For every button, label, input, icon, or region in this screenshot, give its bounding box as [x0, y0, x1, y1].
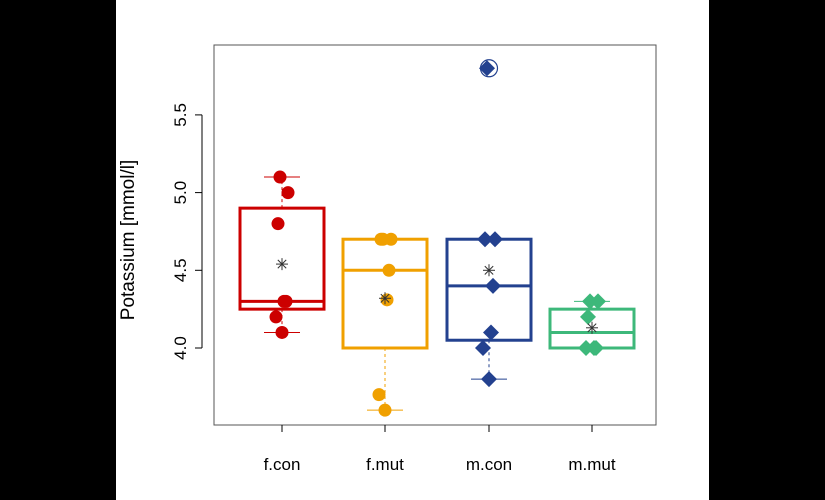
data-point: [372, 388, 386, 402]
data-point: [590, 293, 606, 310]
y-tick-label: 4.5: [171, 258, 190, 282]
data-point: [483, 324, 499, 341]
box-group-f.mut: [341, 232, 429, 417]
box-groups: [238, 59, 636, 417]
data-point: [578, 340, 594, 356]
y-axis: 4.0 4.5 5.0 5.5: [171, 103, 203, 360]
mean-marker: [276, 258, 288, 271]
data-point: [281, 186, 295, 200]
y-tick-label: 5.0: [171, 181, 190, 205]
data-point: [374, 232, 388, 246]
x-tick-label: m.mut: [568, 455, 616, 474]
box-group-m.con: [445, 60, 533, 388]
boxplot-chart: 4.0 4.5 5.0 5.5 f.con f.mut m.con m.mut Potass…: [118, 44, 657, 474]
mean-stroke: [587, 323, 597, 333]
iqr-box: [238, 206, 326, 311]
mean-stroke: [484, 265, 494, 275]
data-point: [384, 232, 398, 246]
y-tick-label: 4.0: [171, 336, 190, 360]
x-tick-label: m.con: [466, 455, 512, 474]
data-point: [378, 403, 392, 417]
box-group-f.con: [238, 170, 326, 339]
data-point: [479, 60, 495, 77]
mean-stroke: [380, 293, 390, 303]
data-point: [382, 263, 396, 277]
x-axis: f.con f.mut m.con m.mut: [264, 425, 616, 474]
x-tick-label: f.con: [264, 455, 301, 474]
plot-canvas: 4.0 4.5 5.0 5.5 f.con f.mut m.con m.mut Potass…: [116, 0, 709, 500]
data-point: [269, 310, 283, 324]
x-tick-label: f.mut: [366, 455, 404, 474]
mean-marker: [379, 292, 391, 305]
outlier-marker: [479, 59, 499, 78]
data-point: [475, 340, 491, 356]
mean-stroke: [277, 259, 287, 269]
y-axis-title: Potassium [mmol/l]: [118, 160, 139, 320]
data-point: [271, 217, 285, 231]
data-point: [477, 231, 493, 248]
plot-frame: [213, 44, 657, 426]
y-tick-label: 5.5: [171, 103, 190, 127]
box-group-m.mut: [548, 293, 636, 356]
data-point: [487, 231, 503, 248]
data-point: [273, 170, 287, 184]
data-point: [277, 294, 291, 308]
data-point: [485, 277, 501, 294]
data-point: [481, 371, 497, 388]
mean-marker: [483, 264, 495, 277]
data-point: [275, 325, 289, 339]
mean-marker: [586, 321, 598, 334]
data-point: [580, 308, 596, 325]
